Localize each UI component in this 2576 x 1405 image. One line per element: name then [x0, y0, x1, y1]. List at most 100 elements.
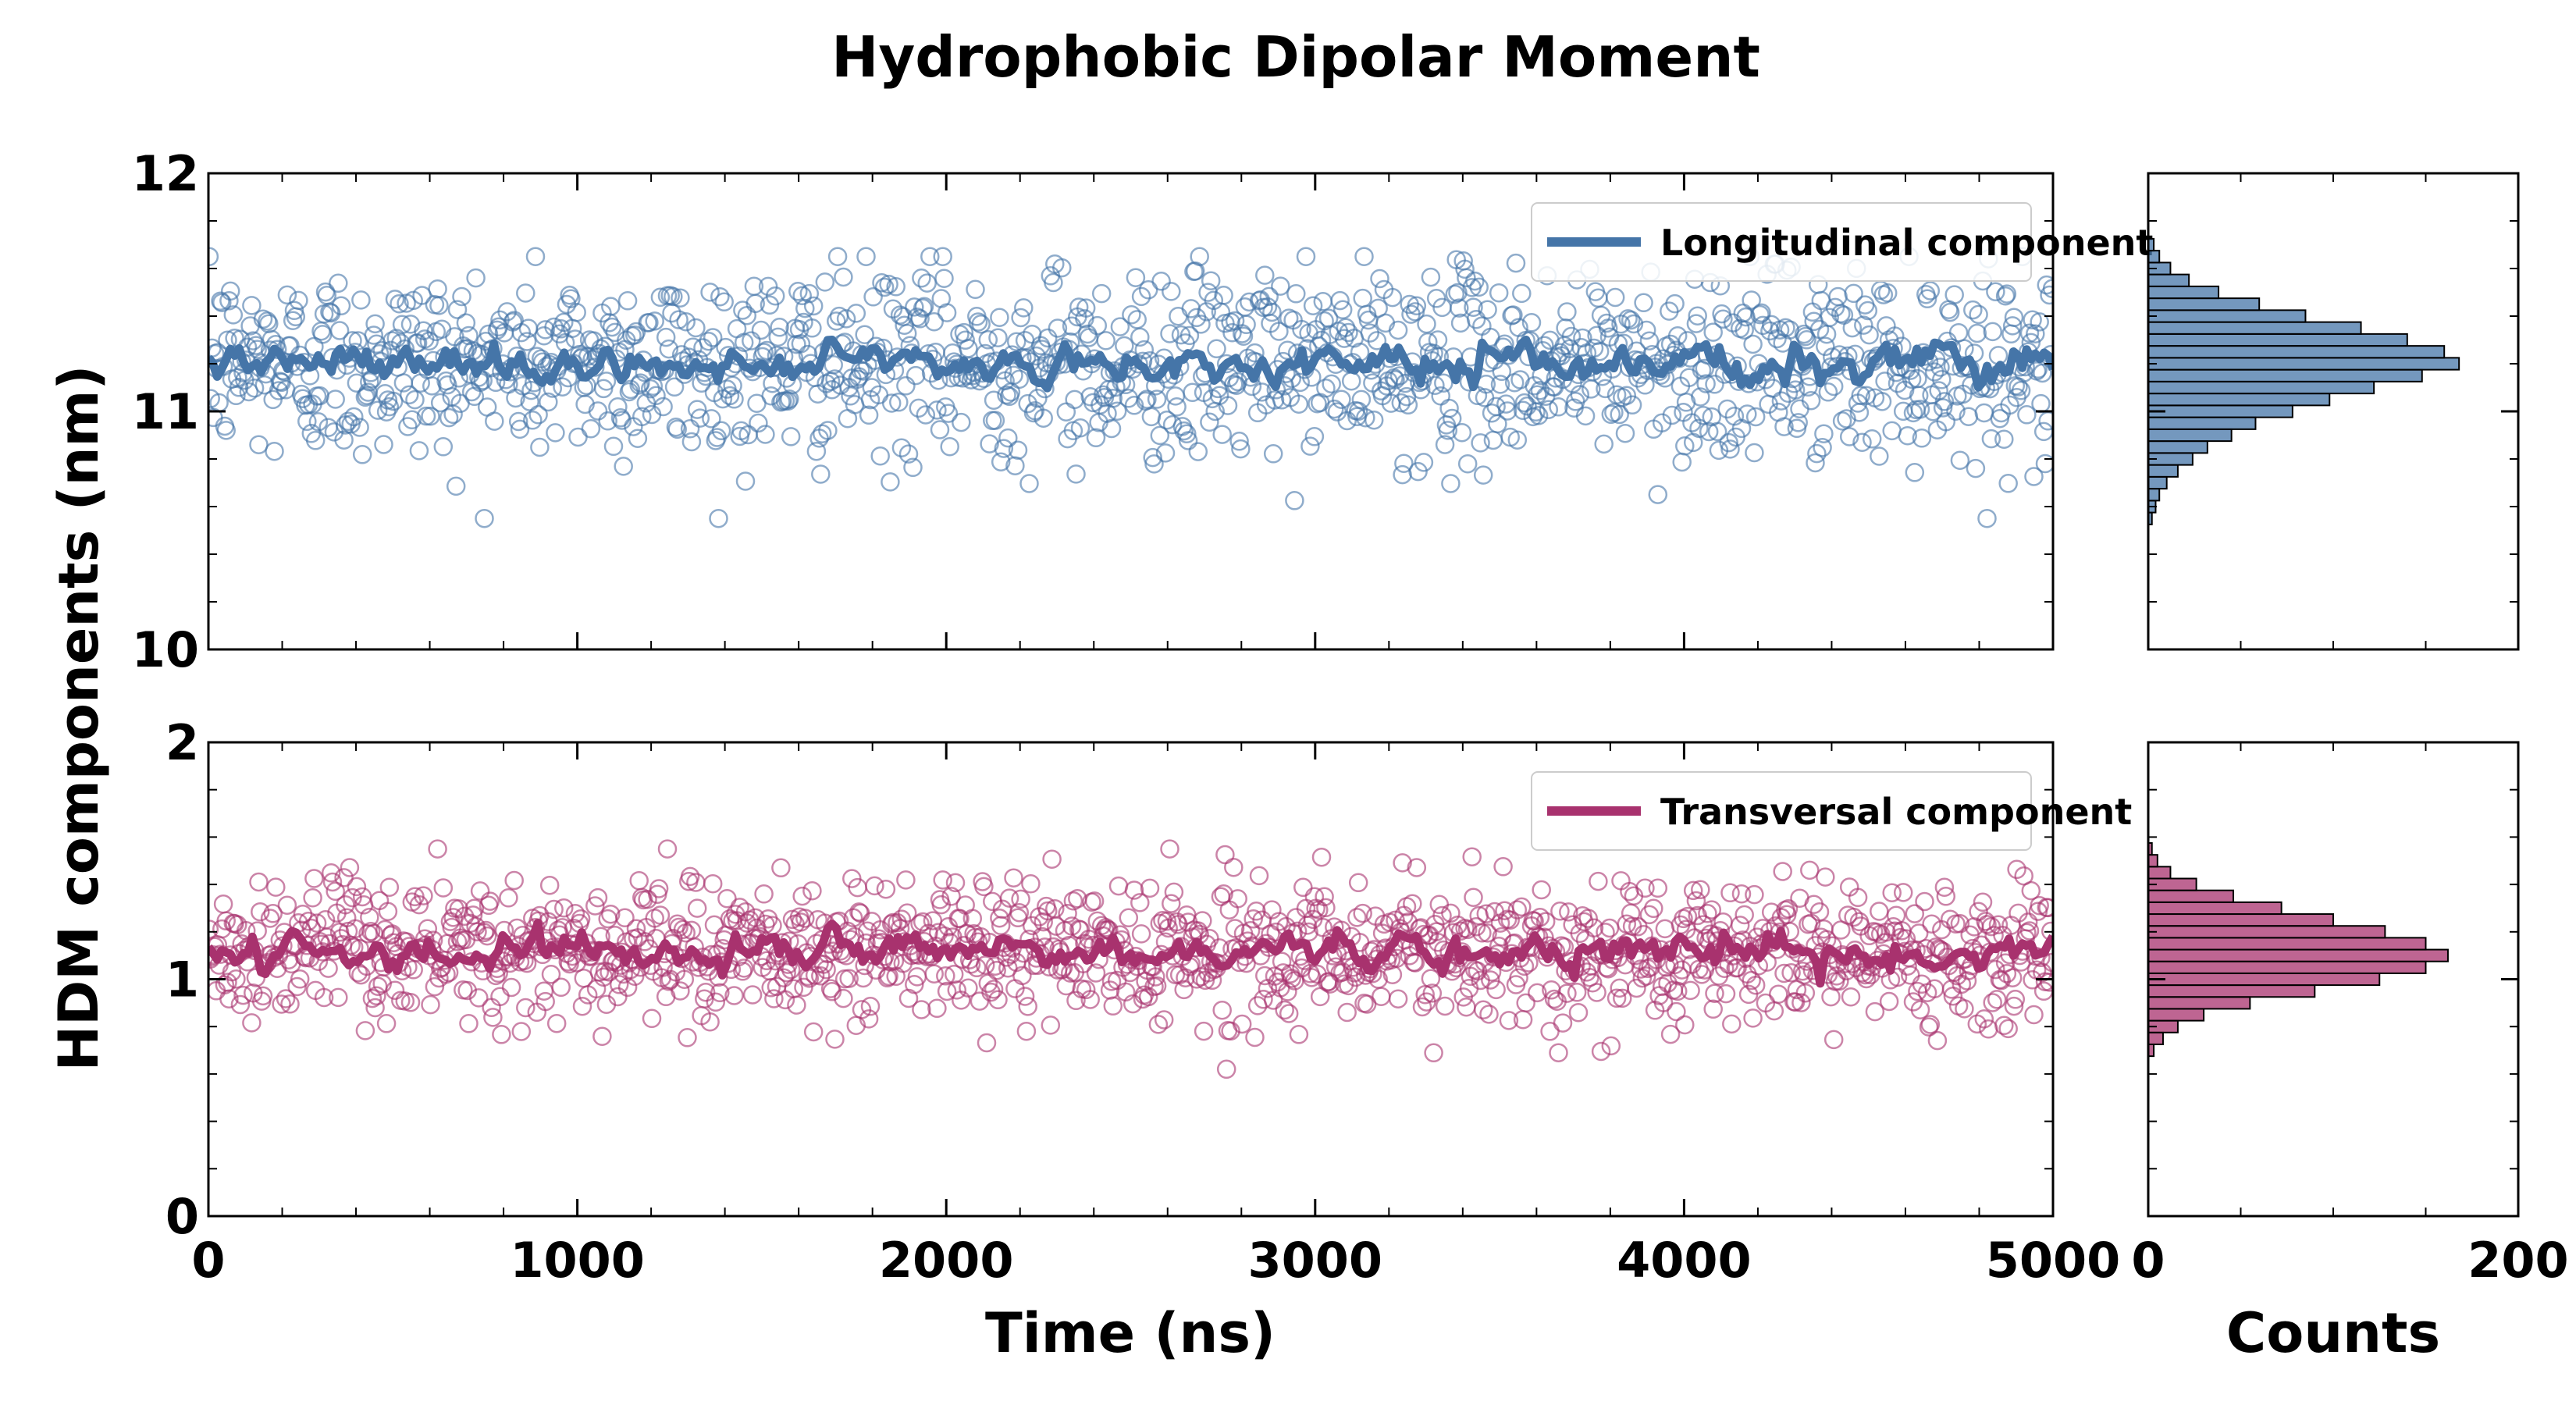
data-point	[667, 419, 687, 439]
data-point	[1356, 407, 1375, 428]
data-point	[1635, 878, 1655, 898]
data-point	[917, 273, 937, 293]
data-point	[1466, 916, 1486, 937]
data-point	[1596, 923, 1615, 942]
data-point	[907, 308, 927, 327]
data-point	[262, 329, 282, 350]
data-point	[1984, 926, 2004, 945]
data-point	[1398, 395, 1418, 415]
data-point	[799, 283, 820, 304]
data-point	[1905, 904, 1925, 923]
data-point	[1627, 978, 1646, 998]
data-point	[1005, 456, 1025, 475]
data-point	[1969, 304, 1988, 325]
data-point	[459, 1014, 479, 1033]
data-point	[646, 386, 666, 406]
data-point	[1722, 1014, 1742, 1034]
data-point	[673, 919, 693, 940]
data-point	[1528, 983, 1547, 1003]
data-point	[260, 909, 280, 928]
data-point	[1066, 991, 1086, 1011]
data-point	[265, 441, 284, 461]
data-point	[777, 962, 796, 983]
data-point	[792, 886, 812, 906]
data-point	[664, 286, 683, 307]
data-point	[1955, 999, 1974, 1019]
data-point	[1689, 418, 1709, 439]
data-point	[1032, 340, 1052, 359]
data-point	[1478, 923, 1497, 943]
data-point	[1974, 403, 1994, 423]
data-point	[924, 311, 944, 332]
data-point	[1856, 969, 1877, 989]
data-point	[1425, 375, 1445, 395]
data-point	[742, 331, 761, 350]
data-point	[1820, 308, 1839, 328]
data-point	[305, 431, 326, 450]
legend: Transversal component	[1531, 771, 2132, 851]
data-point	[1042, 849, 1062, 869]
data-point	[511, 1022, 532, 1041]
data-point	[1870, 902, 1889, 921]
data-point	[1466, 309, 1486, 329]
data-point	[432, 319, 452, 339]
data-point	[1620, 881, 1639, 902]
data-point	[1530, 380, 1550, 400]
data-point	[554, 898, 574, 918]
data-point	[978, 330, 998, 350]
data-point	[1703, 999, 1723, 1019]
data-point	[1249, 866, 1269, 886]
data-point	[1255, 966, 1275, 986]
histogram-bar	[2147, 937, 2427, 951]
data-point	[1162, 414, 1183, 435]
data-point	[999, 888, 1019, 908]
data-point	[802, 880, 822, 901]
data-point	[1521, 313, 1542, 333]
data-point	[1967, 323, 1987, 343]
data-point	[1870, 446, 1889, 466]
data-point	[1325, 399, 1344, 419]
data-point	[1499, 1011, 1519, 1030]
data-point	[1944, 285, 1964, 304]
data-point	[1348, 873, 1368, 893]
data-point	[910, 309, 930, 329]
data-point	[1492, 361, 1512, 382]
data-point	[2023, 310, 2042, 330]
data-point	[1304, 427, 1325, 446]
data-point	[898, 444, 919, 464]
data-point	[1421, 267, 1441, 287]
data-point	[1012, 966, 1032, 986]
data-point	[947, 980, 967, 1000]
data-point	[1929, 381, 1948, 400]
data-point	[2038, 898, 2053, 918]
data-point	[1048, 318, 1068, 338]
data-point	[1791, 993, 1811, 1012]
histogram-transversal: 0 200	[2131, 741, 2569, 1289]
data-point	[1735, 905, 1754, 925]
data-point	[1686, 891, 1706, 911]
data-point	[1353, 288, 1372, 308]
legend-label: Transversal component	[1660, 791, 2132, 833]
data-point	[1160, 324, 1179, 343]
data-point	[1920, 1015, 1941, 1034]
data-point	[1473, 465, 1493, 485]
data-point	[1809, 902, 1830, 922]
data-point	[1429, 895, 1450, 915]
data-point	[2033, 363, 2052, 383]
histogram-bar	[2147, 285, 2220, 300]
data-point	[1528, 406, 1549, 425]
data-point	[1557, 984, 1577, 1003]
data-point	[1574, 912, 1594, 932]
data-point	[2019, 323, 2040, 343]
data-point	[1231, 439, 1251, 459]
data-point	[1006, 332, 1026, 351]
data-point	[737, 305, 757, 325]
data-point	[1745, 407, 1766, 427]
data-point	[1438, 421, 1458, 440]
data-point	[1191, 315, 1211, 334]
data-point	[469, 988, 489, 1008]
data-point	[1403, 894, 1422, 913]
data-point	[447, 300, 468, 319]
data-point	[489, 317, 508, 337]
data-point	[510, 419, 530, 439]
